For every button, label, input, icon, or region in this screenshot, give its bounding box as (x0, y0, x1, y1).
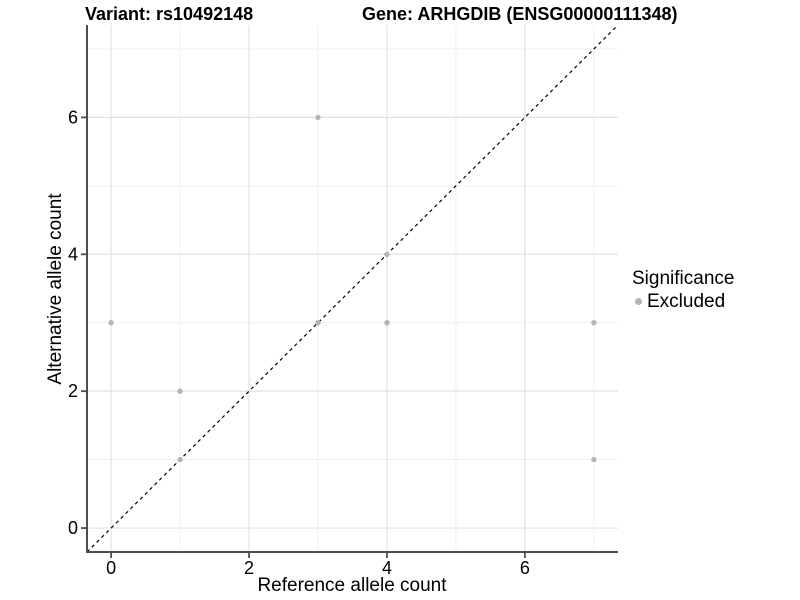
y-axis-title: Alternative allele count (45, 193, 66, 385)
data-point (315, 320, 321, 326)
plot-title-gene: Gene: ARHGDIB (ENSG00000111348) (362, 4, 678, 24)
data-point (591, 320, 597, 326)
data-point (384, 251, 390, 257)
x-axis-title: Reference allele count (257, 575, 447, 596)
data-point (315, 114, 321, 121)
x-tick-label: 2 (244, 558, 254, 578)
x-tick-label: 4 (382, 558, 392, 578)
y-tick-label: 6 (68, 107, 78, 127)
legend-title: Significance (632, 268, 735, 289)
data-point (108, 320, 114, 326)
data-point (177, 456, 183, 463)
legend-item-label: Excluded (647, 290, 726, 312)
data-point (591, 456, 597, 463)
y-tick-label: 0 (68, 518, 78, 538)
data-point (177, 388, 183, 394)
legend-point-icon (635, 298, 642, 305)
y-tick-label: 2 (68, 381, 78, 401)
identity-dashed-line (86, 24, 619, 553)
y-tick-label: 4 (68, 244, 78, 264)
legend: Significance Excluded (630, 268, 734, 312)
legend-item-excluded: Excluded (630, 291, 734, 312)
x-tick-label: 6 (520, 558, 530, 578)
x-tick-label: 0 (106, 558, 116, 578)
data-point (384, 320, 390, 326)
plot-title-variant: Variant: rs10492148 (85, 4, 254, 24)
